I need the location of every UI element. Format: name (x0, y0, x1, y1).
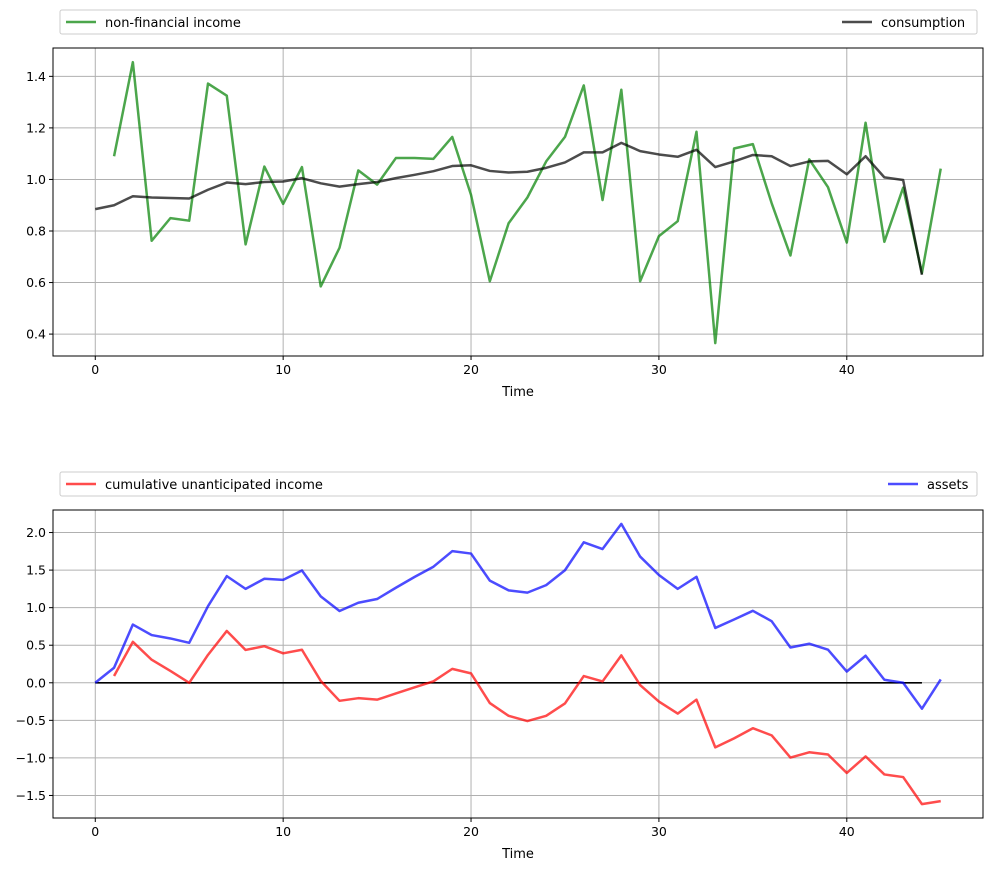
x-tick-label: 0 (91, 362, 99, 377)
y-axis-ticks: −1.5 −1.0 −0.5 0.0 0.5 1.0 1.5 2.0 (16, 525, 53, 803)
y-tick-label: 0.0 (26, 675, 46, 690)
y-tick-label: 1.0 (26, 172, 46, 187)
y-tick-label: 1.4 (26, 69, 46, 84)
y-tick-label: 1.0 (26, 600, 46, 615)
y-tick-label: −0.5 (16, 713, 46, 728)
x-axis-ticks: 0 10 20 30 40 (91, 818, 855, 839)
x-tick-label: 20 (463, 362, 479, 377)
subplot-income-consumption: non-financial income consumption 0 10 20 30… (26, 9, 984, 400)
legend-top: non-financial income consumption (59, 9, 978, 35)
legend-frame (59, 9, 978, 35)
series-line-cumulative-unanticipated-income (112, 629, 941, 806)
x-tick-label: 30 (651, 362, 667, 377)
y-tick-label: 0.4 (26, 327, 46, 342)
y-tick-label: 0.6 (26, 275, 46, 290)
y-tick-label: 0.8 (26, 223, 46, 238)
legend-label-income: non-financial income (105, 16, 241, 31)
x-axis-label: Time (501, 385, 534, 400)
x-tick-label: 40 (839, 824, 855, 839)
x-tick-label: 0 (91, 824, 99, 839)
legend-bottom: cumulative unanticipated income assets (59, 471, 978, 497)
y-tick-label: −1.5 (16, 788, 46, 803)
x-tick-label: 10 (275, 362, 291, 377)
legend-frame (59, 471, 978, 497)
y-tick-label: −1.0 (16, 750, 46, 765)
y-axis-ticks: 0.4 0.6 0.8 1.0 1.2 1.4 (26, 69, 53, 342)
y-tick-label: 2.0 (26, 525, 46, 540)
plot-lines (94, 522, 942, 806)
x-tick-label: 30 (651, 824, 667, 839)
series-line-consumption (95, 141, 924, 276)
subplot-income-assets: cumulative unanticipated income assets 0… (16, 471, 984, 862)
x-axis-label: Time (501, 847, 534, 862)
plot-area-frame (52, 47, 984, 357)
legend-label-consumption: consumption (881, 16, 965, 31)
series-line-non-financial-income (112, 60, 942, 345)
plot-lines (95, 60, 942, 345)
legend-label-assets: assets (927, 478, 969, 493)
series-line-assets (94, 522, 942, 710)
y-tick-label: 1.2 (26, 120, 46, 135)
y-tick-label: 0.5 (26, 638, 46, 653)
plot-grid (53, 48, 983, 356)
x-tick-label: 10 (275, 824, 291, 839)
x-tick-label: 40 (839, 362, 855, 377)
plot-area-frame (52, 509, 984, 819)
y-tick-label: 1.5 (26, 563, 46, 578)
x-tick-label: 20 (463, 824, 479, 839)
x-axis-ticks: 0 10 20 30 40 (91, 356, 855, 377)
legend-label-cumulative-income: cumulative unanticipated income (105, 478, 323, 493)
